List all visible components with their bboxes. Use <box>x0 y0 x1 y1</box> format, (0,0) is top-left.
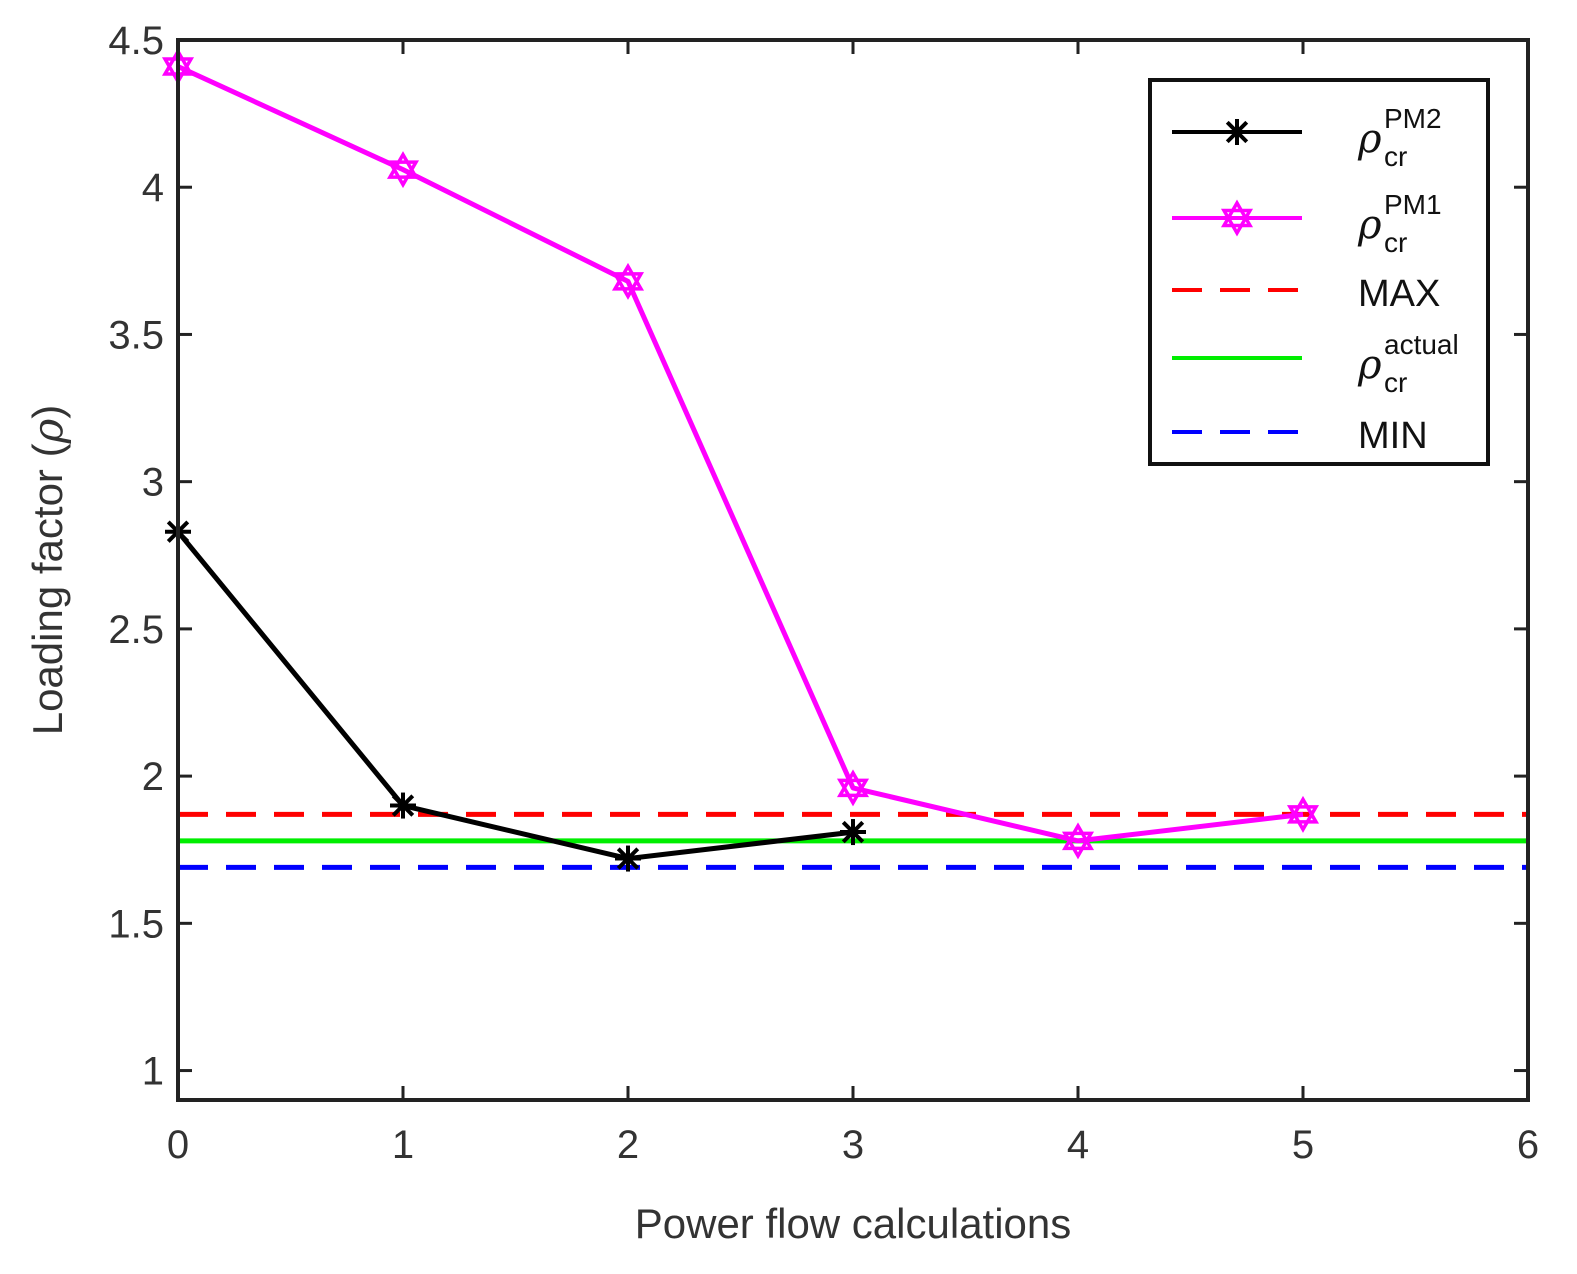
legend-label-min: MIN <box>1358 415 1428 457</box>
y-tick-label-7: 4.5 <box>108 19 164 63</box>
point-pm1-5 <box>1286 795 1320 833</box>
y-tick-label-5: 3.5 <box>108 313 164 357</box>
x-tick-label-5: 5 <box>1292 1123 1314 1167</box>
legend-entry-pm2: ρ PM2 cr <box>1172 103 1442 172</box>
legend-entry-pm1: ρ PM1 cr <box>1172 189 1442 258</box>
y-axis-label-close: ) <box>24 405 71 419</box>
y-axis-label-symbol: ρ <box>23 418 72 444</box>
y-axis-label: Loading factor (ρ) <box>23 405 72 736</box>
y-tick-label-1: 1.5 <box>108 902 164 946</box>
legend-sup-pm1: PM1 <box>1384 189 1442 220</box>
y-axis-label-main: Loading factor ( <box>24 443 71 735</box>
series-group <box>161 48 1320 872</box>
y-tick-label-6: 4 <box>142 166 164 210</box>
x-tick-label-1: 1 <box>392 1123 414 1167</box>
point-pm2-2 <box>615 845 641 872</box>
series-line-pm2 <box>176 530 854 862</box>
x-tick-label-4: 4 <box>1067 1123 1089 1167</box>
legend-sup-pm2: PM2 <box>1384 103 1442 134</box>
y-tick-label-4: 3 <box>142 461 164 505</box>
legend-symbol-pm2: ρ <box>1357 116 1382 162</box>
legend-sup-actual: actual <box>1384 329 1459 360</box>
legend-symbol-actual: ρ <box>1357 342 1382 388</box>
legend-label-max: MAX <box>1358 273 1440 315</box>
y-tick-label-0: 1 <box>142 1050 164 1094</box>
legend-entry-min: MIN <box>1172 415 1428 457</box>
legend-sub-pm2: cr <box>1384 141 1407 172</box>
point-pm2-3 <box>840 819 866 846</box>
point-pm1-1 <box>386 151 420 189</box>
x-tick-label-6: 6 <box>1517 1123 1539 1167</box>
point-pm1-3 <box>836 769 870 807</box>
plot-frame <box>176 38 1530 1102</box>
legend-sub-actual: cr <box>1384 367 1407 398</box>
legend-box <box>1148 78 1490 466</box>
legend-marker-pm1 <box>1220 199 1254 237</box>
legend-marker-pm2 <box>1224 119 1250 145</box>
point-pm1-2 <box>611 262 645 300</box>
legend: ρ PM2 cr ρ PM1 cr MAX ρ actual cr MIN <box>1148 78 1490 466</box>
legend-asterisk-pm2 <box>1224 119 1250 145</box>
y-tick-label-3: 2.5 <box>108 608 164 652</box>
x-tick-label-2: 2 <box>617 1123 639 1167</box>
axis-ticks: 0 1 2 3 4 5 611.522.533.544.5 <box>108 19 1539 1167</box>
legend-hexagram-pm1 <box>1220 199 1254 237</box>
point-pm1-4 <box>1061 822 1095 860</box>
point-pm2-1 <box>390 792 416 819</box>
series-line-pm1 <box>176 64 1304 844</box>
x-axis-label: Power flow calculations <box>635 1200 1072 1247</box>
y-tick-label-2: 2 <box>142 755 164 799</box>
legend-entry-max: MAX <box>1172 273 1440 315</box>
x-tick-label-0: 0 <box>167 1123 189 1167</box>
x-tick-label-3: 3 <box>842 1123 864 1167</box>
legend-entry-actual: ρ actual cr <box>1172 329 1459 398</box>
legend-symbol-pm1: ρ <box>1357 202 1382 248</box>
legend-sub-pm1: cr <box>1384 227 1407 258</box>
